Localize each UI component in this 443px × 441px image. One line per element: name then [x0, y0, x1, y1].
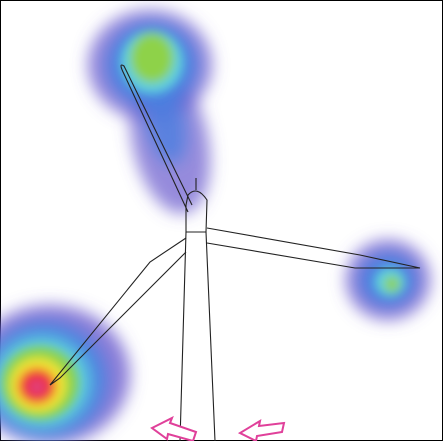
- arrow-left: [150, 415, 198, 441]
- wind-arrows: [150, 415, 286, 441]
- arrow-right: [237, 418, 286, 441]
- nacelle: [185, 190, 208, 233]
- tower: [179, 231, 216, 441]
- blade-lower-left: [49, 237, 187, 386]
- heat-blob-right: [346, 240, 430, 320]
- blade-top: [120, 64, 193, 213]
- heat-blob-top: [88, 10, 212, 214]
- turbine-outline: [49, 64, 421, 441]
- blade-right: [206, 227, 421, 269]
